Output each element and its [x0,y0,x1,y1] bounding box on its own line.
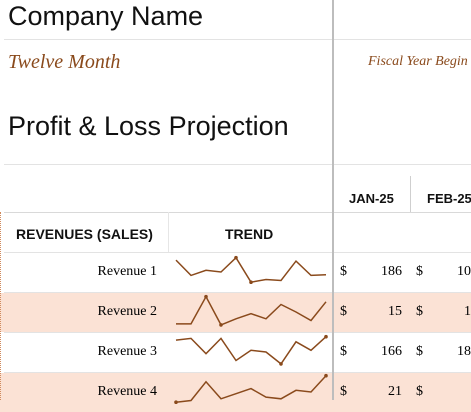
sparkline-path [175,375,327,403]
print-area-border [0,212,2,400]
feb-value[interactable]: 10 [457,264,471,279]
sparkline-path [175,336,327,365]
fiscal-year-label[interactable]: Fiscal Year Begin [368,54,468,69]
trend-header[interactable]: TREND [225,226,274,242]
trend-sparkline [174,373,328,404]
row-label[interactable]: Revenue 2 [97,304,157,319]
sparkline-marker [249,280,253,284]
sparkline-marker [219,323,223,327]
grid-line [4,164,471,165]
currency-symbol[interactable]: $ [340,264,347,279]
report-subtitle[interactable]: Twelve Month [8,51,121,73]
trend-sparkline [175,334,328,366]
grid-line [4,292,471,293]
section-header-revenues[interactable]: REVENUES (SALES) [16,226,153,242]
currency-symbol[interactable]: $ [416,304,423,319]
page-title[interactable]: Profit & Loss Projection [8,111,289,141]
jan-value[interactable]: 21 [388,384,402,399]
row-label[interactable]: Revenue 3 [97,344,157,359]
currency-symbol[interactable]: $ [416,384,423,399]
row-label[interactable]: Revenue 1 [97,264,157,279]
grid-line [4,372,471,373]
table-row[interactable]: Revenue 1 $186 $10 [0,253,471,292]
currency-symbol[interactable]: $ [340,384,347,399]
row-label[interactable]: Revenue 4 [97,384,157,399]
company-name[interactable]: Company Name [8,1,204,31]
trend-sparkline [176,294,327,327]
grid-line [4,252,471,253]
currency-symbol[interactable]: $ [416,344,423,359]
frozen-pane-divider [332,0,334,400]
grid-line [4,39,471,40]
table-row[interactable]: Revenue 2 $15 $1 [0,293,471,332]
currency-symbol[interactable]: $ [416,264,423,279]
month-header-jan[interactable]: JAN-25 [349,191,394,206]
feb-value[interactable]: 18 [457,344,471,359]
sparkline-marker [324,373,328,378]
sparkline-marker [234,255,238,260]
jan-value[interactable]: 186 [381,264,402,279]
sparkline-marker [174,400,178,404]
grid-line [410,176,411,212]
sparkline-path [175,256,327,284]
jan-value[interactable]: 166 [381,344,402,359]
sparkline-marker [279,362,283,366]
sparkline-marker [324,334,328,339]
grid-line [4,332,471,333]
currency-symbol[interactable]: $ [340,344,347,359]
grid-line [4,212,471,213]
feb-value[interactable]: 1 [464,304,471,319]
currency-symbol[interactable]: $ [340,304,347,319]
sparkline-marker [204,294,208,299]
table-row[interactable]: Revenue 3 $166 $18 [0,333,471,372]
jan-value[interactable]: 15 [388,304,402,319]
grid-line [168,212,169,252]
trend-sparkline [175,255,327,284]
sparkline-path [176,295,327,326]
table-row[interactable]: Revenue 4 $21 $ [0,373,471,412]
month-header-feb[interactable]: FEB-25 [427,191,471,206]
